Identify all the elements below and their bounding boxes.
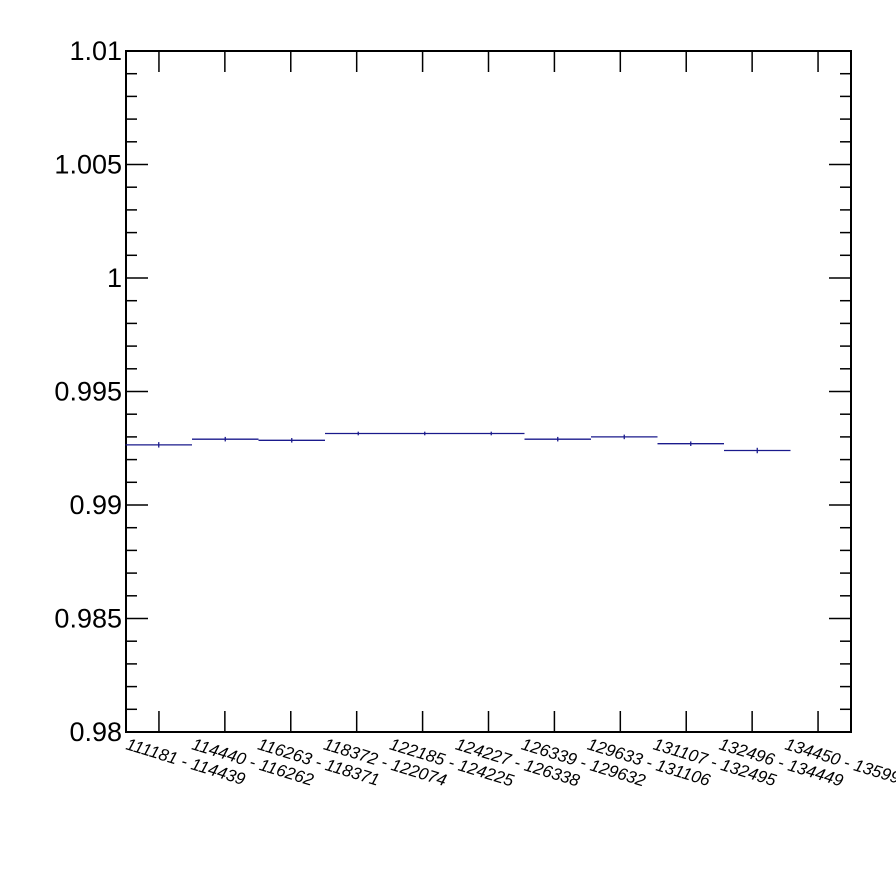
y-tick-label: 0.985 bbox=[54, 604, 122, 634]
y-tick-label: 0.99 bbox=[69, 490, 122, 520]
y-axis-labels: 0.98 0.985 0.99 0.995 1 1.005 1.01 bbox=[54, 36, 122, 747]
y-axis-ticks bbox=[126, 50, 851, 733]
y-tick-label: 1.005 bbox=[54, 150, 122, 180]
y-tick-label: 1.01 bbox=[69, 36, 122, 66]
y-tick-label: 1 bbox=[107, 263, 122, 293]
y-tick-label: 0.98 bbox=[69, 717, 122, 747]
x-axis-ticks bbox=[158, 51, 819, 732]
y-tick-label: 0.995 bbox=[54, 377, 122, 407]
series-line bbox=[125, 431, 791, 454]
